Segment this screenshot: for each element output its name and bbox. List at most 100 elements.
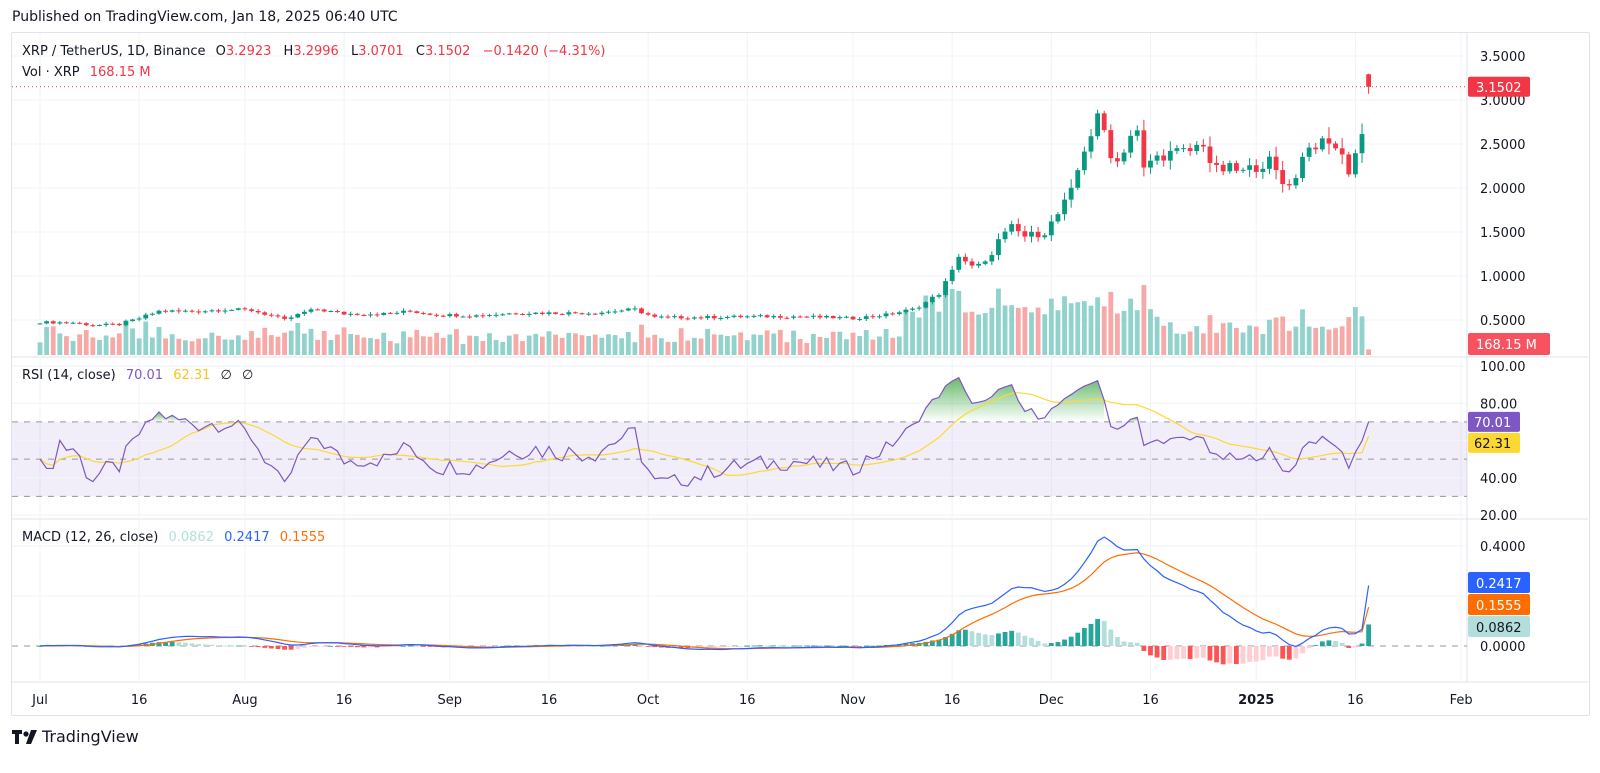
histogram-tag [1468, 616, 1530, 637]
candle-body [130, 319, 135, 322]
volume-bar [255, 337, 261, 355]
candle-body [1214, 162, 1219, 165]
macd-histogram-bar [487, 646, 492, 647]
macd-histogram-bar [1306, 646, 1312, 649]
macd-histogram-bar [1366, 624, 1372, 646]
candle-body [923, 302, 929, 308]
candle-body [222, 310, 228, 312]
candle-body [824, 315, 829, 318]
volume-bar [1214, 332, 1219, 355]
candle-body [553, 312, 558, 314]
macd-histogram-bar [1359, 643, 1365, 646]
volume-bar [546, 331, 552, 355]
candle-body [216, 310, 221, 312]
macd-histogram-bar [1134, 642, 1140, 646]
macd-histogram-bar [1339, 642, 1345, 646]
macd-histogram-bar [731, 646, 737, 647]
volume-bar [857, 336, 863, 355]
volume-bar [1148, 309, 1153, 355]
volume-bar [196, 338, 202, 355]
macd-histogram-bar [209, 644, 215, 646]
volume-bar [1352, 307, 1358, 355]
volume-bar [381, 332, 387, 355]
candle-body [440, 315, 446, 317]
candle-body [1333, 143, 1338, 149]
volume-bar [401, 331, 406, 355]
candle-body [361, 314, 367, 316]
volume-bar [929, 301, 935, 355]
macd-histogram-bar [394, 646, 400, 647]
volume-bar [982, 313, 988, 355]
candle-body [467, 316, 473, 318]
candle-body [57, 322, 63, 324]
volume-bar [414, 329, 420, 355]
candle-body [1095, 113, 1100, 137]
volume-bar [500, 341, 506, 355]
volume-bar [77, 334, 83, 355]
candle-body [586, 313, 592, 315]
candle-body [599, 312, 605, 315]
volume-bar [487, 333, 492, 355]
rsi-ma-tag [1468, 432, 1520, 453]
macd-histogram-bar [268, 646, 274, 649]
volume-value: 168.15 M [89, 65, 151, 80]
candle-body [1273, 156, 1279, 171]
candle-body [1319, 138, 1325, 150]
rsi-tick-label: 20.00 [1480, 509, 1517, 524]
volume-bar [1319, 326, 1325, 355]
volume-bar [103, 335, 109, 355]
volume-bar [1062, 296, 1067, 355]
rsi-tag [1468, 411, 1520, 432]
candle-body [903, 309, 909, 313]
candle-body [916, 307, 922, 309]
candle-body [1015, 224, 1021, 232]
volume-bar [817, 336, 823, 355]
macd-histogram-bar [302, 646, 307, 648]
time-axis-label: 16 [541, 693, 558, 708]
candle-body [520, 313, 525, 315]
tradingview-logo[interactable]: TradingView [12, 727, 139, 746]
volume-bar [896, 336, 902, 355]
volume-bar [1154, 316, 1160, 355]
volume-bar [1015, 307, 1021, 355]
candle-body [209, 310, 215, 312]
candle-body [1161, 155, 1167, 161]
volume-bar [777, 329, 783, 355]
volume-bar [830, 331, 836, 355]
volume-bar [427, 336, 433, 355]
macd-tag-text: 0.2417 [1476, 577, 1522, 592]
volume-bar [90, 337, 96, 355]
rsi-line [39, 376, 1370, 487]
volume-bar [123, 320, 129, 355]
volume-bar [870, 339, 876, 355]
time-axis-label: Jul [31, 693, 48, 708]
volume-bar [665, 341, 671, 355]
macd-histogram-bar [718, 646, 724, 648]
macd-histogram-bar [877, 645, 882, 647]
volume-bar [1187, 331, 1193, 355]
candle-body [136, 318, 142, 320]
volume-label[interactable]: Vol · XRP [22, 65, 80, 80]
rsi-ma-tag-text: 62.31 [1474, 437, 1511, 452]
candle-body [1293, 177, 1299, 186]
macd-label[interactable]: MACD (12, 26, close) [22, 530, 159, 545]
symbol-title[interactable]: XRP / TetherUS, 1D, Binance [22, 44, 206, 59]
macd-histogram-bar [242, 645, 248, 647]
volume-bar [1068, 303, 1074, 355]
rsi-label[interactable]: RSI (14, close) [22, 368, 116, 383]
candle-body [77, 322, 83, 324]
macd-histogram-bar [857, 646, 863, 647]
candle-body [1141, 130, 1147, 168]
volume-bar [691, 337, 697, 355]
last-price-tag-text: 3.1502 [1476, 81, 1522, 96]
volume-bar [480, 341, 486, 355]
volume-bar [520, 341, 525, 355]
candle-body [1134, 130, 1140, 136]
time-axis-label: Aug [232, 693, 257, 708]
macd-histogram-bar [169, 641, 175, 646]
volume-bar [711, 334, 717, 355]
macd-histogram-bar [1022, 635, 1028, 646]
macd-histogram-bar [1121, 641, 1127, 646]
volume-bar [1095, 297, 1100, 355]
